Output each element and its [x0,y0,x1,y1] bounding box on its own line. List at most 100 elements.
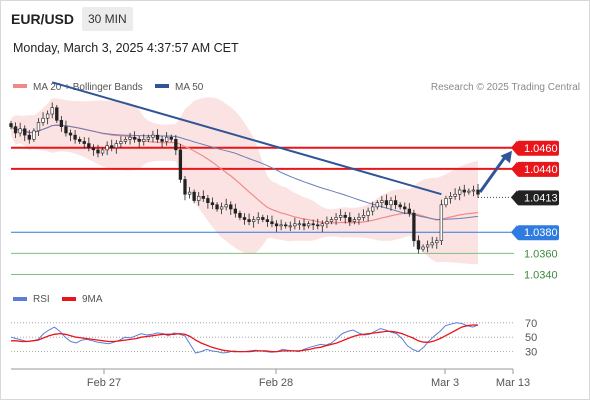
candle [169,134,173,142]
x-tick-label: Feb 27 [87,377,121,389]
candle [435,237,439,249]
candle [352,216,357,225]
rsi-tick-label: 70 [525,318,537,330]
candle [192,189,196,204]
candle [151,130,155,143]
bollinger-band-fill [11,97,478,265]
candle [311,219,315,231]
candle [45,110,50,125]
candle [242,213,247,225]
candle [412,209,416,247]
candle [421,244,425,252]
legend-label-ma20: MA 20 + Bollinger Bands [33,82,143,93]
candle [183,175,187,201]
candle [233,203,238,218]
candle [407,202,411,217]
rsi-ma-line [11,324,478,353]
candle [96,144,100,158]
candle [361,209,366,221]
candle [146,134,151,142]
trendline-group [51,81,512,196]
candle [82,137,86,149]
forecast-arrow-head [500,150,512,164]
candle [229,201,233,216]
candle [357,213,361,225]
candle [50,102,54,119]
candle [155,129,160,143]
candle [375,200,379,210]
price-label: 1.0440 [524,164,558,176]
x-tick-label: Feb 28 [259,377,293,389]
price-label-box [517,225,559,241]
candle [476,183,480,198]
candle [224,198,228,211]
candle [219,202,224,215]
moving-averages [10,124,479,224]
candle [371,201,375,216]
candle [137,135,141,148]
timeframe-badge[interactable]: 30 MIN [82,7,133,31]
candle [338,209,343,221]
candle [197,192,201,206]
candle [293,217,297,230]
x-axis: Feb 27 Feb 28 Mar 3 Mar 13 [87,369,530,389]
candle [36,118,41,137]
candle [187,186,192,199]
candle [123,136,128,145]
candle [316,218,320,230]
candle [380,196,384,208]
ma50-line [10,124,479,220]
candle [320,220,324,232]
price-label-box [517,140,559,156]
candle [393,195,398,210]
candle [389,197,393,211]
candle [73,129,77,144]
candle [27,129,31,144]
candle [206,194,210,209]
candle [325,216,329,229]
candle [100,147,105,156]
legend-swatch-ma50 [155,84,169,88]
candle [238,210,242,221]
candle [261,214,265,223]
price-label-box [517,190,559,206]
candle [59,116,64,132]
level-pointer [511,225,517,240]
candle [425,240,430,253]
legend-label-ma50: MA 50 [175,82,204,93]
candle [334,213,338,225]
main-legend: MA 20 + Bollinger Bands MA 50 [13,82,204,93]
legend-swatch-ma20 [13,84,27,88]
chart-header: EUR/USD 30 MIN [0,6,590,32]
level-pointer [511,140,517,155]
symbol-label: EUR/USD [11,11,75,27]
candle [471,185,476,197]
candle [128,132,132,145]
candle [68,129,73,142]
candle [306,221,311,229]
price-label: 1.0413 [524,192,558,204]
candle [165,132,169,146]
rsi-tick-label: 30 [525,347,537,359]
rsi-panel: 70 50 30 [10,318,537,359]
rsi-legend: RSI 9MA [13,294,103,305]
candle [55,105,59,123]
level-labels: 1.0460 1.0440 1.0413 1.0380 1.0360 1.0340 [511,140,559,281]
candle [132,131,137,143]
candle [247,213,251,226]
chart-datetime: Monday, March 3, 2025 4:37:57 AM CET [13,41,239,55]
trendline [51,81,442,196]
candle [9,120,13,130]
candle [91,144,96,156]
x-tick-label: Mar 13 [496,377,530,389]
level-pointer [511,161,517,176]
candle [32,128,36,142]
candle [348,212,352,226]
copyright-note: Research © 2025 Trading Central [431,82,580,93]
candle [274,220,279,232]
price-label: 1.0360 [524,248,558,260]
candle [302,218,306,231]
candle [13,122,18,139]
candle [288,221,292,232]
